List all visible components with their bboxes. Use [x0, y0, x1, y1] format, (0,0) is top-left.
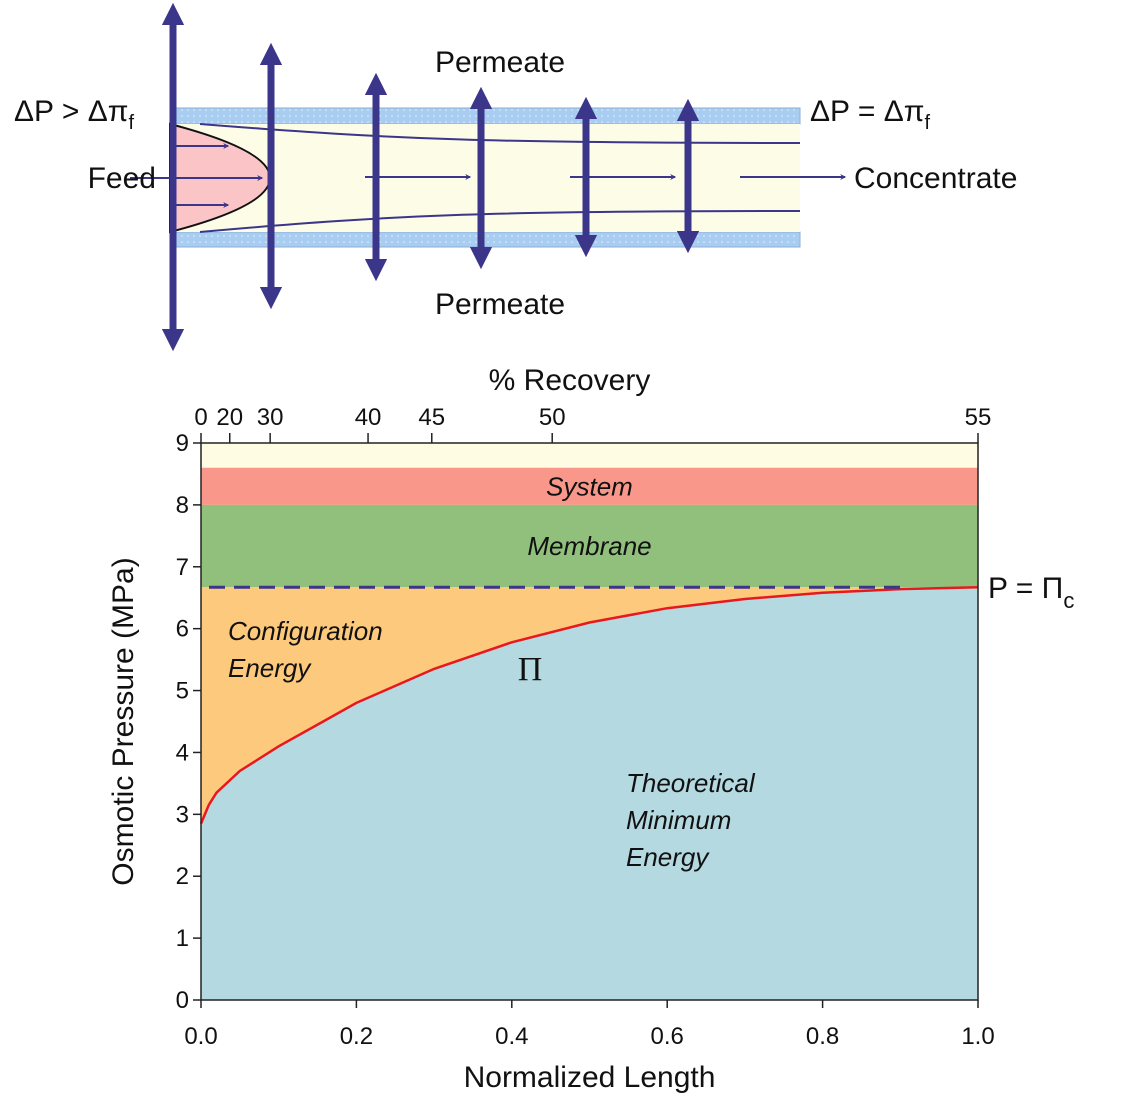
x2-tick-label: 40 — [355, 404, 382, 431]
inlet-condition-sub: f — [128, 112, 134, 134]
concentrate-label: Concentrate — [854, 162, 1017, 195]
feed-label: Feed — [88, 162, 156, 195]
x-tick-label: 1.0 — [961, 1023, 994, 1050]
x2-tick-label: 0 — [194, 404, 207, 431]
annotation: Energy — [228, 653, 312, 683]
inlet-condition-main: ΔP > Δπ — [14, 95, 128, 128]
module-diagram: Permeate Permeate ΔP > Δπf ΔP = Δπf Feed… — [14, 2, 1017, 352]
annotation: Theoretical — [626, 768, 756, 798]
curve — [199, 585, 979, 825]
annotation: Minimum — [626, 805, 731, 835]
y-tick-label: 8 — [176, 492, 189, 519]
x2-axis-label: % Recovery — [489, 364, 651, 397]
x2-tick-label: 45 — [418, 404, 445, 431]
x-tick-label: 0.8 — [806, 1023, 839, 1050]
annotation: Configuration — [228, 616, 383, 646]
x-tick-label: 0.4 — [495, 1023, 528, 1050]
area — [201, 587, 978, 1000]
x2-tick-label: 55 — [965, 404, 992, 431]
inlet-condition: ΔP > Δπf — [14, 95, 134, 134]
permeate-label: Permeate — [435, 46, 565, 79]
y-tick-label: 3 — [176, 801, 189, 828]
outlet-condition-sub: f — [924, 112, 930, 134]
y-tick-label: 4 — [176, 739, 189, 766]
y-tick-label: 6 — [176, 616, 189, 643]
limit-label-sub: c — [1063, 588, 1074, 613]
limit-label: P = Πc — [988, 572, 1074, 613]
membrane-bottom — [169, 231, 801, 248]
band-label: Membrane — [527, 531, 651, 561]
x2-tick-label: 50 — [539, 404, 566, 431]
x-tick-label: 0.0 — [184, 1023, 217, 1050]
y-tick-label: 5 — [176, 678, 189, 705]
y-tick-label: 9 — [176, 430, 189, 457]
x-tick-label: 0.2 — [340, 1023, 373, 1050]
x-axis-label: Normalized Length — [464, 1061, 716, 1094]
band-label: System — [546, 471, 633, 501]
outlet-condition: ΔP = Δπf — [810, 95, 930, 134]
plot-frame — [200, 442, 979, 1001]
y-tick-label: 2 — [176, 863, 189, 890]
y-tick-label: 0 — [176, 987, 189, 1014]
band — [201, 467, 978, 505]
x2-tick-label: 30 — [257, 404, 284, 431]
membrane-top — [169, 107, 801, 125]
permeate-label: Permeate — [435, 288, 565, 321]
y-axis-label: Osmotic Pressure (MPa) — [107, 557, 140, 885]
outlet-condition-main: ΔP = Δπ — [810, 95, 924, 128]
y-tick-label: 1 — [176, 925, 189, 952]
x-tick-label: 0.6 — [651, 1023, 684, 1050]
y-tick-label: 7 — [176, 554, 189, 581]
limit-label-main: P = Π — [988, 572, 1063, 605]
chart: System Membrane Π P = Πc Configuration Energy… — [107, 364, 1074, 1094]
annotation: Energy — [626, 842, 710, 872]
curve-label: Π — [518, 651, 543, 688]
x2-tick-label: 20 — [216, 404, 243, 431]
flow-arrows — [130, 143, 847, 208]
band — [201, 504, 978, 588]
